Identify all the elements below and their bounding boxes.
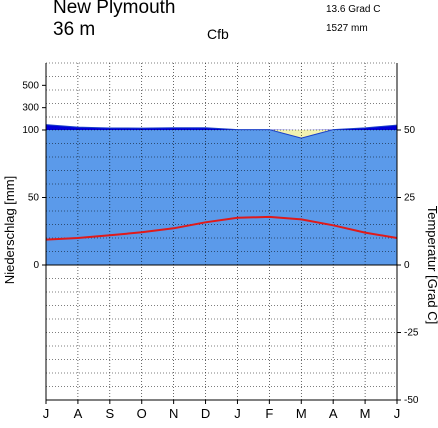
y-axis-label-left: Niederschlag [mm] xyxy=(2,176,17,284)
annual-precipitation: 1527 mm xyxy=(326,23,368,34)
right-tick-label: -25 xyxy=(404,328,419,339)
right-tick-label: 25 xyxy=(404,193,416,204)
right-tick-label: 50 xyxy=(404,125,416,136)
left-tick-label: 0 xyxy=(33,260,39,271)
month-label: J xyxy=(234,406,241,421)
precipitation-line xyxy=(45,124,398,139)
perhumid-area-fill xyxy=(46,124,397,130)
month-label: J xyxy=(394,406,401,421)
humid-area-fill xyxy=(46,130,397,265)
left-tick-label: 50 xyxy=(28,193,40,204)
month-label: O xyxy=(137,406,147,421)
left-tick-label: 300 xyxy=(22,103,39,114)
axis-text-layer: 0 50 100 300 500 -50 -25 0 25 50 J A S O N D J F M A M J Niede… xyxy=(2,80,438,421)
left-tick-label: 100 xyxy=(22,125,39,136)
series-lines-layer xyxy=(45,124,398,241)
month-label: N xyxy=(169,406,178,421)
station-elevation: 36 m xyxy=(53,19,96,40)
month-label: D xyxy=(201,406,210,421)
climate-class: Cfb xyxy=(207,26,229,42)
right-tick-label: -50 xyxy=(404,395,419,406)
month-label: A xyxy=(74,406,83,421)
month-label: F xyxy=(265,406,273,421)
right-tick-label: 0 xyxy=(404,260,410,271)
month-label: M xyxy=(296,406,307,421)
station-name: New Plymouth xyxy=(53,0,176,18)
month-label: S xyxy=(105,406,114,421)
precipitation-fill-layer xyxy=(46,124,397,265)
temperature-line xyxy=(45,215,398,241)
left-tick-label: 500 xyxy=(22,80,39,91)
month-label: M xyxy=(360,406,371,421)
y-axis-label-right: Temperatur [Grad C] xyxy=(425,206,438,325)
axes-layer xyxy=(42,63,401,404)
month-label: J xyxy=(43,406,50,421)
month-label: A xyxy=(329,406,338,421)
mean-temperature: 13.6 Grad C xyxy=(326,4,381,15)
